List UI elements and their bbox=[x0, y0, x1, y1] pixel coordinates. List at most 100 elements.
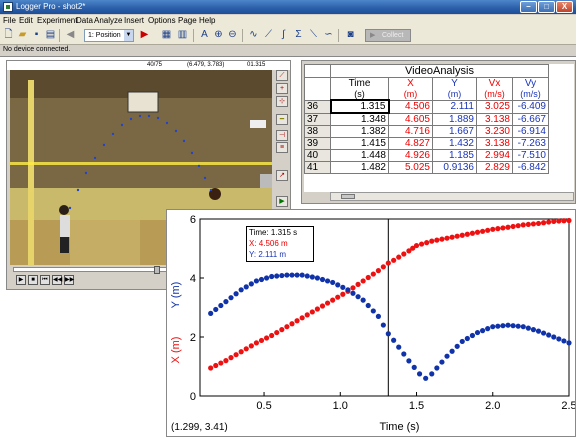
cell-vy[interactable]: -6.842 bbox=[512, 161, 549, 174]
data-set-title[interactable]: VideoAnalysis bbox=[330, 64, 549, 78]
step-back-icon[interactable]: ◀◀ bbox=[52, 275, 63, 285]
save-icon[interactable]: ▪ bbox=[34, 29, 39, 40]
stop-icon[interactable]: ■ bbox=[28, 275, 38, 285]
cell-vx[interactable]: 2.829 bbox=[476, 161, 513, 174]
photo-distance-tool-icon[interactable]: ⊣ bbox=[276, 130, 288, 141]
sync-tool-icon[interactable]: ↗ bbox=[276, 170, 288, 181]
select-tool-icon[interactable]: ⟋ bbox=[276, 70, 288, 81]
add-point-tool-icon[interactable]: + bbox=[276, 83, 288, 94]
cell-y[interactable]: 0.9136 bbox=[432, 161, 477, 174]
table-row[interactable]: 37 1.348 4.605 1.889 3.138 -6.667 bbox=[304, 112, 549, 126]
cell-vx[interactable]: 3.025 bbox=[476, 99, 513, 114]
graph-plot[interactable]: 0 2 4 6 0.5 1.0 1.5 2.0 2.5 Time (s) X (m) Y (m) bbox=[167, 210, 575, 436]
movie-slider-thumb[interactable] bbox=[154, 266, 160, 274]
origin-tool-icon[interactable]: ⊹ bbox=[276, 96, 288, 107]
linear-fit-icon[interactable]: ⟍ bbox=[310, 29, 317, 40]
cell-x[interactable]: 4.827 bbox=[388, 137, 433, 150]
cell-x[interactable]: 4.605 bbox=[388, 112, 433, 126]
integral-icon[interactable]: ∫ bbox=[282, 29, 285, 40]
statistics-icon[interactable]: Σ bbox=[295, 29, 302, 40]
autoscale-icon[interactable]: A bbox=[201, 29, 208, 40]
zoom-out-icon[interactable]: ⊖ bbox=[228, 29, 237, 40]
trail-tool-icon[interactable]: ≡ bbox=[276, 142, 288, 153]
cell-time[interactable]: 1.448 bbox=[330, 149, 389, 162]
video-frame[interactable] bbox=[10, 70, 272, 265]
tangent-icon[interactable]: ⟋ bbox=[265, 29, 272, 40]
open-folder-icon[interactable]: ▰ bbox=[18, 29, 27, 40]
cell-vx[interactable]: 3.230 bbox=[476, 125, 513, 138]
cell-x[interactable]: 5.025 bbox=[388, 161, 433, 174]
print-icon[interactable]: ▤ bbox=[45, 29, 56, 40]
cell-vx[interactable]: 2.994 bbox=[476, 149, 513, 162]
table-horizontal-scrollbar[interactable] bbox=[330, 192, 574, 201]
bar-chart-icon[interactable]: ▥ bbox=[177, 29, 188, 40]
column-header-y[interactable]: Y (m) bbox=[432, 77, 477, 101]
cell-vx[interactable]: 3.138 bbox=[476, 112, 513, 126]
cell-y[interactable]: 1.432 bbox=[432, 137, 477, 150]
table-row[interactable]: 36 1.315 4.506 2.111 3.025 -6.409 bbox=[304, 99, 549, 114]
column-header-time[interactable]: Time (s) bbox=[330, 77, 389, 101]
data-point-x bbox=[365, 274, 371, 281]
step-forward-icon[interactable]: ▶▶ bbox=[64, 275, 75, 285]
menu-experiment[interactable]: Experiment bbox=[37, 16, 78, 25]
minimize-button[interactable]: – bbox=[520, 1, 537, 13]
data-point-y bbox=[324, 278, 331, 284]
menu-help[interactable]: Help bbox=[199, 16, 216, 25]
chevron-down-icon[interactable]: ▼ bbox=[124, 30, 133, 41]
cell-vx[interactable]: 3.138 bbox=[476, 137, 513, 150]
data-point-y bbox=[515, 323, 521, 329]
cell-time[interactable]: 1.415 bbox=[330, 137, 389, 150]
cell-vy[interactable]: -6.667 bbox=[512, 112, 549, 126]
scale-tool-icon[interactable]: ━ bbox=[276, 114, 288, 125]
forward-step-tool-icon[interactable]: ▶ bbox=[276, 196, 288, 207]
page-select[interactable]: 1: Position ▼ bbox=[84, 29, 134, 42]
cell-x[interactable]: 4.716 bbox=[388, 125, 433, 138]
cell-time[interactable]: 1.382 bbox=[330, 125, 389, 138]
movie-position-slider[interactable] bbox=[13, 266, 271, 274]
cell-vy[interactable]: -7.263 bbox=[512, 137, 549, 150]
menu-data[interactable]: Data bbox=[76, 16, 93, 25]
cell-time[interactable]: 1.348 bbox=[330, 112, 389, 126]
menu-options[interactable]: Options bbox=[148, 16, 176, 25]
cell-time[interactable]: 1.315 bbox=[329, 99, 390, 114]
cell-vy[interactable]: -6.409 bbox=[512, 99, 549, 114]
menu-analyze[interactable]: Analyze bbox=[94, 16, 123, 25]
menu-insert[interactable]: Insert bbox=[124, 16, 145, 25]
page-forward-icon[interactable]: ▶ bbox=[140, 29, 149, 40]
menu-file[interactable]: File bbox=[3, 16, 16, 25]
maximize-button[interactable]: □ bbox=[538, 1, 555, 13]
table-row[interactable]: 39 1.415 4.827 1.432 3.138 -7.263 bbox=[304, 137, 549, 150]
close-button[interactable]: X bbox=[556, 1, 573, 13]
table-row[interactable]: 41 1.482 5.025 0.9136 2.829 -6.842 bbox=[304, 161, 549, 174]
column-header-vx[interactable]: Vx (m/s) bbox=[476, 77, 513, 101]
page-back-icon[interactable]: ◀ bbox=[66, 29, 75, 40]
examine-icon[interactable]: ∿ bbox=[249, 29, 258, 40]
collect-button[interactable]: Collect bbox=[365, 29, 411, 42]
menu-page[interactable]: Page bbox=[178, 16, 197, 25]
cell-vy[interactable]: -7.510 bbox=[512, 149, 549, 162]
play-icon[interactable]: ▶ bbox=[16, 275, 26, 285]
cell-y[interactable]: 1.185 bbox=[432, 149, 477, 162]
scrollbar-thumb[interactable] bbox=[341, 194, 355, 199]
curve-fit-icon[interactable]: ∽ bbox=[324, 29, 333, 40]
column-header-x[interactable]: X (m) bbox=[388, 77, 433, 101]
table-row[interactable]: 40 1.448 4.926 1.185 2.994 -7.510 bbox=[304, 149, 549, 162]
table-icon[interactable]: ▦ bbox=[161, 29, 172, 40]
graph-window[interactable]: 0 2 4 6 0.5 1.0 1.5 2.0 2.5 Time (s) X (m) Y (m) Ti… bbox=[166, 209, 576, 437]
menu-edit[interactable]: Edit bbox=[19, 16, 33, 25]
zoom-in-icon[interactable]: ⊕ bbox=[214, 29, 223, 40]
data-point-y bbox=[340, 284, 346, 290]
cell-y[interactable]: 1.667 bbox=[432, 125, 477, 138]
column-header-vy[interactable]: Vy (m/s) bbox=[512, 77, 549, 101]
cell-y[interactable]: 1.889 bbox=[432, 112, 477, 126]
data-point-x bbox=[561, 218, 567, 224]
rewind-icon[interactable]: ⏮ bbox=[40, 275, 50, 285]
new-file-icon[interactable]: 🗋 bbox=[4, 29, 13, 40]
table-row[interactable]: 38 1.382 4.716 1.667 3.230 -6.914 bbox=[304, 125, 549, 138]
cell-x[interactable]: 4.506 bbox=[388, 99, 433, 114]
camera-icon[interactable]: ◙ bbox=[347, 29, 354, 40]
cell-y[interactable]: 2.111 bbox=[432, 99, 477, 114]
cell-time[interactable]: 1.482 bbox=[330, 161, 389, 174]
cell-x[interactable]: 4.926 bbox=[388, 149, 433, 162]
cell-vy[interactable]: -6.914 bbox=[512, 125, 549, 138]
